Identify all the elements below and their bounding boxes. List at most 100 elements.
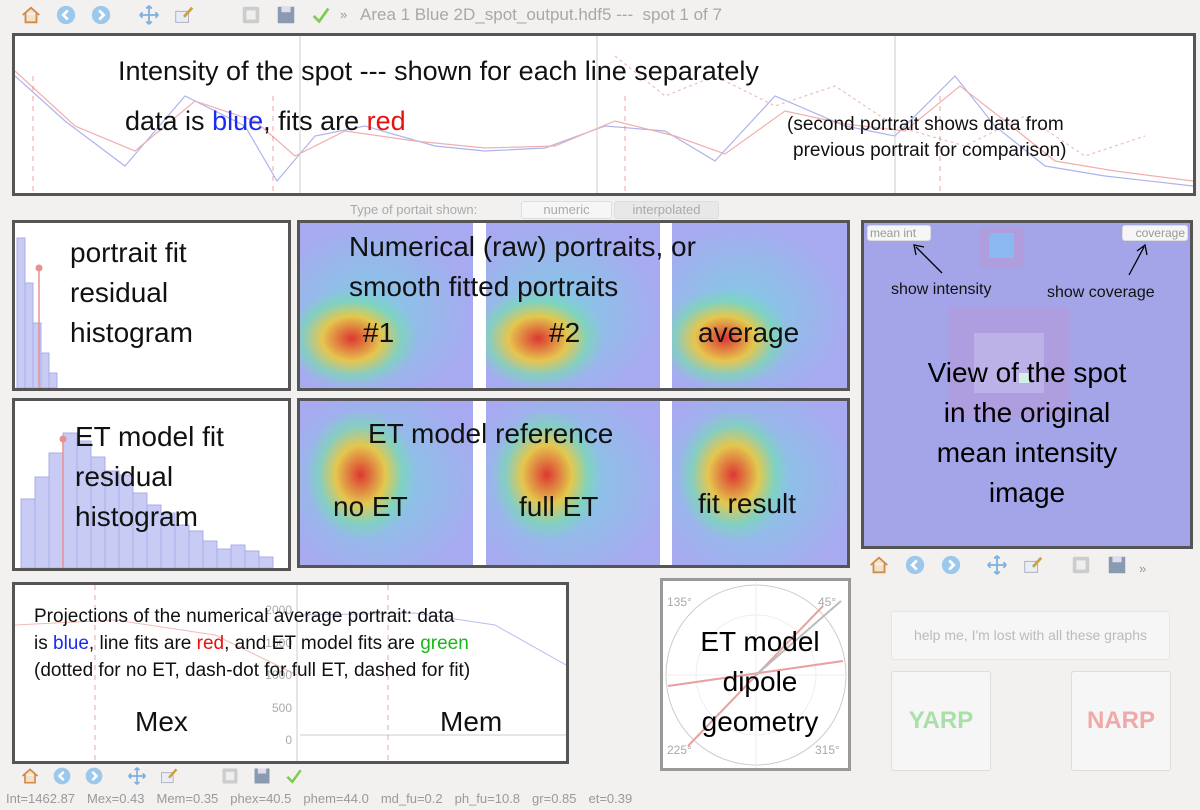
- status-item: phem=44.0: [303, 791, 369, 806]
- config-icon[interactable]: [220, 766, 240, 786]
- config-icon[interactable]: [1070, 554, 1092, 576]
- histogram: [20, 432, 274, 568]
- text-green: green: [420, 633, 469, 654]
- label: Mex: [135, 706, 188, 737]
- label: ET model: [700, 626, 820, 657]
- label: View of the spot: [927, 357, 1127, 388]
- label: #2: [549, 317, 581, 348]
- label: portrait fit: [70, 237, 187, 268]
- back-icon[interactable]: [52, 766, 72, 786]
- portrait-heatmap: [486, 223, 660, 388]
- status-item: Int=1462.87: [6, 791, 76, 806]
- zoom-icon[interactable]: [1022, 554, 1044, 576]
- toolbar: [0, 764, 340, 788]
- legend-note: data is blue, fits are red: [125, 106, 406, 137]
- zoom-icon[interactable]: [159, 766, 179, 786]
- status-item: Mex=0.43: [87, 791, 145, 806]
- portraits-panel: [297, 220, 850, 391]
- angle-label: 225°: [667, 743, 692, 757]
- projections-panel: [12, 582, 569, 764]
- y-tick-labels: 2000 1500 1000 500 0: [260, 594, 292, 757]
- coverage-button[interactable]: coverage: [1122, 225, 1188, 241]
- y-tick-label: 2000: [265, 603, 292, 617]
- label: histogram: [75, 501, 198, 532]
- status-item: gr=0.85: [532, 791, 577, 806]
- status-item: md_fu=0.2: [380, 791, 443, 806]
- selector-label: Type of portait shown:: [350, 202, 478, 217]
- config-icon[interactable]: [240, 4, 262, 26]
- text: data is: [125, 106, 213, 136]
- numeric-button[interactable]: numeric: [521, 201, 612, 219]
- angle-label: 135°: [667, 595, 692, 609]
- dipole-caption: ET model dipole geometry: [660, 622, 860, 742]
- label: fit result: [698, 488, 797, 519]
- label: geometry: [701, 706, 819, 737]
- label: no ET: [333, 491, 408, 522]
- label: Projections of the numerical average por…: [34, 606, 455, 627]
- y-tick-label: 500: [271, 700, 292, 715]
- angle-label: 315°: [815, 743, 840, 757]
- forward-icon[interactable]: [84, 766, 104, 786]
- zoom-icon[interactable]: [173, 4, 195, 26]
- status-item: Mem=0.35: [156, 791, 219, 806]
- dipole-panel: 135° 45° 225° 315°: [660, 578, 851, 771]
- save-icon[interactable]: [275, 4, 297, 26]
- et-heatmap: [672, 401, 847, 565]
- label: histogram: [70, 317, 193, 348]
- mean-int-button[interactable]: mean int: [867, 225, 931, 241]
- label: (dotted for no ET, dash-dot for full ET,…: [34, 660, 471, 681]
- label: ET model fit: [75, 421, 224, 452]
- status-item: phex=40.5: [230, 791, 292, 806]
- status-bar: Int=1462.87 Mex=0.43 Mem=0.35 phex=40.5 phem…: [6, 791, 644, 809]
- intensity-plot: [15, 36, 1193, 193]
- home-icon[interactable]: [20, 4, 42, 26]
- status-item: ph_fu=10.8: [454, 791, 521, 806]
- check-icon[interactable]: [284, 766, 304, 786]
- back-icon[interactable]: [55, 4, 77, 26]
- narp-button[interactable]: NARP: [1071, 671, 1171, 771]
- move-icon[interactable]: [127, 766, 147, 786]
- arrows: [913, 243, 1148, 276]
- toolbar: [860, 552, 1200, 578]
- text-red: red: [196, 633, 225, 654]
- text: , and ET model fits are: [224, 633, 421, 654]
- text-blue: blue: [212, 106, 264, 136]
- hint: show intensity: [891, 281, 992, 298]
- label: ET model reference: [368, 418, 614, 449]
- spot-view-caption: View of the spot in the original mean in…: [861, 353, 1193, 513]
- status-item: et=0.39: [588, 791, 633, 806]
- interpolated-button[interactable]: interpolated: [614, 201, 719, 219]
- note: previous portrait for comparison): [793, 140, 1067, 161]
- label: smooth fitted portraits: [349, 271, 619, 302]
- et-heatmap: [300, 401, 473, 565]
- forward-icon[interactable]: [940, 554, 962, 576]
- y-tick-label: 1000: [265, 668, 292, 682]
- back-icon[interactable]: [904, 554, 926, 576]
- label: in the original: [943, 397, 1111, 428]
- label: average: [698, 317, 800, 348]
- move-icon[interactable]: [138, 4, 160, 26]
- text-red: red: [366, 106, 406, 136]
- polar-plot: [663, 581, 848, 768]
- note: (second portrait shows data from: [787, 114, 1064, 135]
- portrait-histogram-panel: [12, 220, 291, 391]
- save-icon[interactable]: [252, 766, 272, 786]
- forward-icon[interactable]: [90, 4, 112, 26]
- y-tick-label: 1500: [265, 635, 292, 650]
- move-icon[interactable]: [986, 554, 1008, 576]
- yarp-button[interactable]: YARP: [891, 671, 991, 771]
- portrait-heatmap: [300, 223, 473, 388]
- home-icon[interactable]: [20, 766, 40, 786]
- angle-label: 45°: [818, 595, 837, 609]
- label: #1: [363, 317, 395, 348]
- toolbar-overflow[interactable]: »: [1139, 561, 1147, 576]
- help-button[interactable]: help me, I'm lost with all these graphs: [891, 611, 1170, 660]
- spot-view-panel: mean int coverage: [861, 220, 1193, 549]
- check-icon[interactable]: [310, 4, 332, 26]
- home-icon[interactable]: [868, 554, 890, 576]
- intensity-panel: [12, 33, 1196, 196]
- toolbar-overflow[interactable]: »: [340, 7, 348, 22]
- window-title: Area 1 Blue 2D_spot_output.hdf5 --- spot…: [360, 5, 722, 24]
- save-icon[interactable]: [1106, 554, 1128, 576]
